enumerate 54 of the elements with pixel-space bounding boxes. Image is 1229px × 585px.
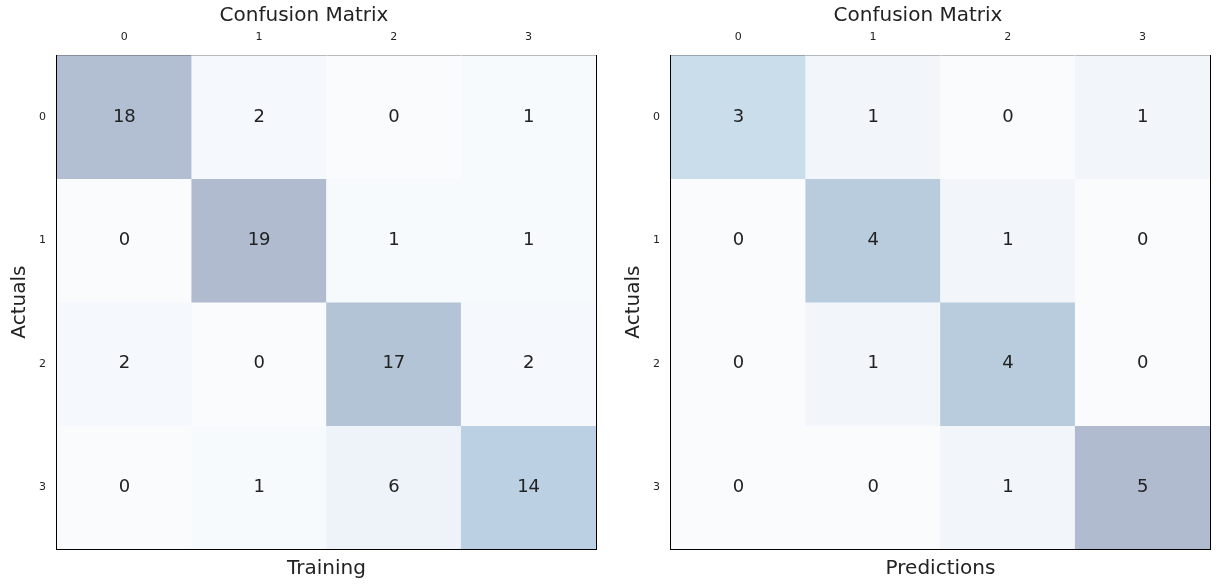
- y-tick-label: 3: [653, 480, 660, 494]
- x-tick-label: 2: [1004, 30, 1012, 44]
- chart-title: Confusion Matrix: [833, 2, 1003, 27]
- data-label: 1: [1136, 104, 1149, 126]
- data-label: 6: [388, 474, 400, 496]
- y-axis-title: Actuals: [620, 265, 645, 339]
- data-label: 1: [867, 104, 879, 126]
- data-label: 0: [1002, 104, 1014, 126]
- data-label: 19: [247, 228, 271, 250]
- data-label: 1: [522, 104, 535, 126]
- data-label: 1: [522, 228, 535, 250]
- data-label: 0: [732, 474, 745, 496]
- x-tick-label: 3: [1139, 30, 1147, 44]
- x-axis-title: Predictions: [885, 555, 996, 580]
- data-label: 2: [118, 351, 131, 373]
- x-tick-label: 0: [120, 30, 128, 44]
- data-label: 0: [388, 104, 400, 126]
- data-label: 4: [1002, 351, 1014, 373]
- data-label: 2: [253, 104, 265, 126]
- data-label: 0: [118, 228, 131, 250]
- x-tick-label: 0: [734, 30, 742, 44]
- data-label: 14: [517, 474, 541, 496]
- y-tick-label: 0: [39, 109, 46, 123]
- x-tick-label: 3: [525, 30, 533, 44]
- x-tick-label: 1: [255, 30, 263, 44]
- y-tick-label: 2: [653, 356, 660, 370]
- x-tick-label: 2: [390, 30, 398, 44]
- y-tick-label: 0: [653, 109, 660, 123]
- data-label: 17: [382, 351, 406, 373]
- y-tick-label: 3: [39, 480, 46, 494]
- chart-title: Confusion Matrix: [219, 2, 389, 27]
- data-label: 2: [522, 351, 535, 373]
- data-label: 0: [253, 351, 265, 373]
- y-tick-label: 1: [653, 233, 660, 247]
- data-label: 0: [732, 351, 745, 373]
- data-label: 5: [1136, 474, 1149, 496]
- data-label: 0: [118, 474, 131, 496]
- data-label: 1: [388, 228, 400, 250]
- data-label: 1: [867, 351, 879, 373]
- data-label: 1: [253, 474, 265, 496]
- data-label: 3: [732, 104, 745, 126]
- data-label: 1: [1002, 474, 1014, 496]
- y-axis-title: Actuals: [6, 265, 31, 339]
- y-tick-label: 1: [39, 233, 46, 247]
- data-label: 0: [867, 474, 879, 496]
- data-label: 0: [732, 228, 745, 250]
- data-label: 1: [1002, 228, 1014, 250]
- x-axis-title: Training: [286, 555, 366, 580]
- data-label: 18: [112, 104, 136, 126]
- data-label: 0: [1136, 351, 1149, 373]
- y-tick-label: 2: [39, 356, 46, 370]
- x-tick-label: 1: [869, 30, 877, 44]
- data-label: 0: [1136, 228, 1149, 250]
- data-label: 4: [867, 228, 879, 250]
